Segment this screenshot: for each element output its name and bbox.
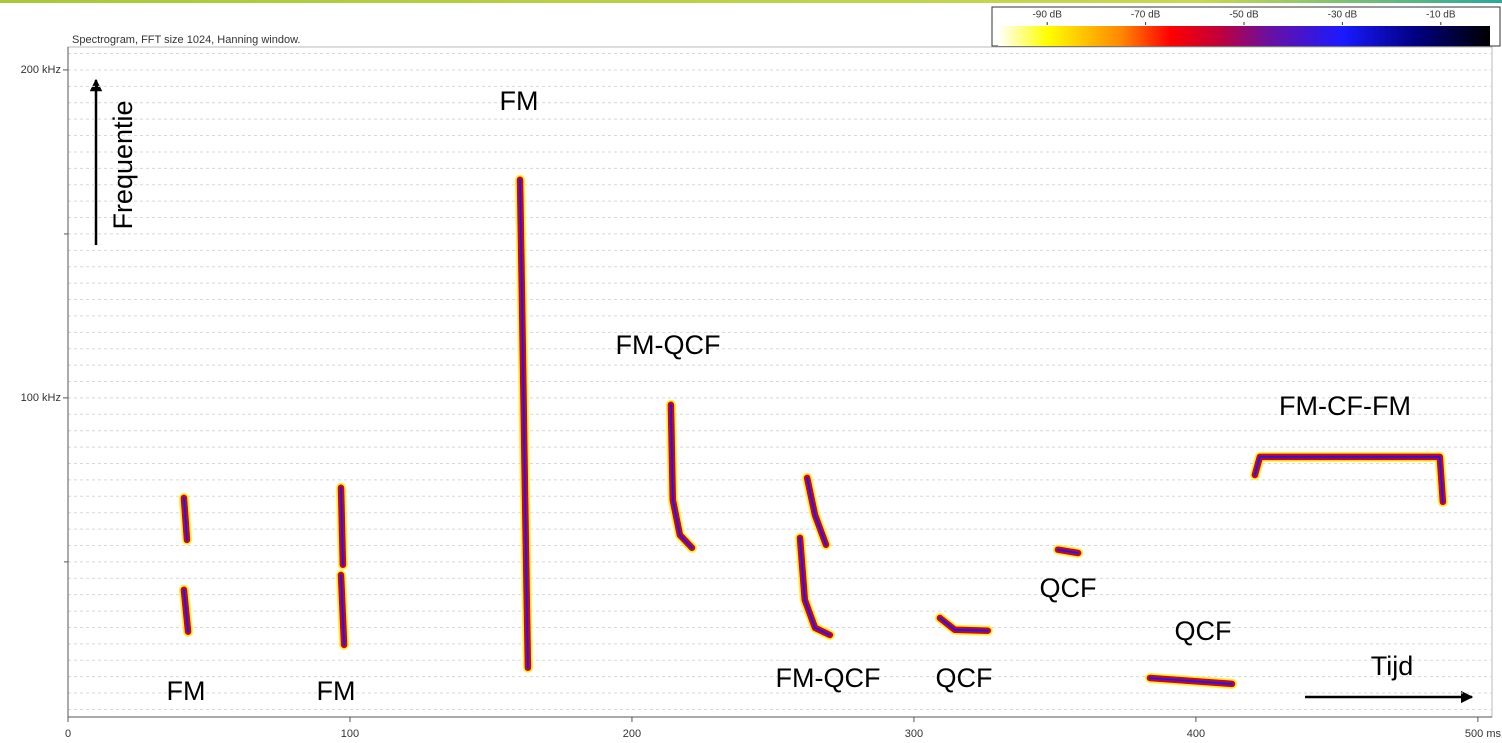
call <box>1053 544 1084 558</box>
x-tick-label: 100 <box>341 728 359 740</box>
call <box>178 492 192 545</box>
call <box>934 613 993 636</box>
annotation: FM <box>500 86 539 116</box>
call <box>515 174 533 673</box>
x-tick-label: 400 <box>1187 728 1205 740</box>
call-trace <box>799 537 831 636</box>
colorbar-label: -10 dB <box>1426 10 1456 21</box>
annotation: Frequentie <box>108 100 138 229</box>
colorbar-label: -70 dB <box>1131 10 1161 21</box>
annotation: FM-CF-FM <box>1279 391 1411 421</box>
call <box>802 472 831 550</box>
call-trace <box>183 589 189 633</box>
annotation: FM-QCF <box>616 330 721 360</box>
colorbar-label: -50 dB <box>1229 10 1259 21</box>
call <box>336 482 348 570</box>
call <box>665 399 697 553</box>
call <box>336 570 350 650</box>
colorbar <box>998 26 1490 46</box>
annotation: Tijd <box>1371 651 1414 681</box>
y-tick-label: 200 kHz <box>21 64 61 76</box>
annotation: QCF <box>936 663 993 693</box>
top-bar <box>0 0 1502 3</box>
call <box>1145 673 1237 689</box>
call <box>178 584 194 637</box>
call-trace <box>806 477 827 546</box>
y-tick-label: 100 kHz <box>21 392 61 404</box>
call-trace <box>183 497 188 541</box>
call <box>795 532 835 640</box>
call-trace <box>939 617 989 632</box>
annotation: FM <box>317 676 356 706</box>
x-tick-label: 200 <box>623 728 641 740</box>
call-trace <box>1057 548 1079 554</box>
colorbar-label: -30 dB <box>1328 10 1358 21</box>
call-trace <box>670 404 693 549</box>
plot-area <box>67 46 1493 718</box>
call-trace <box>1254 456 1444 503</box>
call-trace <box>519 179 529 669</box>
x-tick-label: 500 ms <box>1465 728 1502 740</box>
annotation: FM <box>167 676 206 706</box>
x-tick-label: 0 <box>65 728 71 740</box>
call-trace <box>340 487 344 566</box>
annotation: QCF <box>1040 573 1097 603</box>
subtitle: Spectrogram, FFT size 1024, Hanning wind… <box>72 34 300 46</box>
x-tick-label: 300 <box>905 728 923 740</box>
annotation: FM-QCF <box>776 663 881 693</box>
call-trace <box>1149 677 1233 685</box>
annotation: QCF <box>1175 616 1232 646</box>
call <box>1249 451 1448 507</box>
colorbar-label: -90 dB <box>1032 10 1062 21</box>
call-trace <box>340 574 345 646</box>
